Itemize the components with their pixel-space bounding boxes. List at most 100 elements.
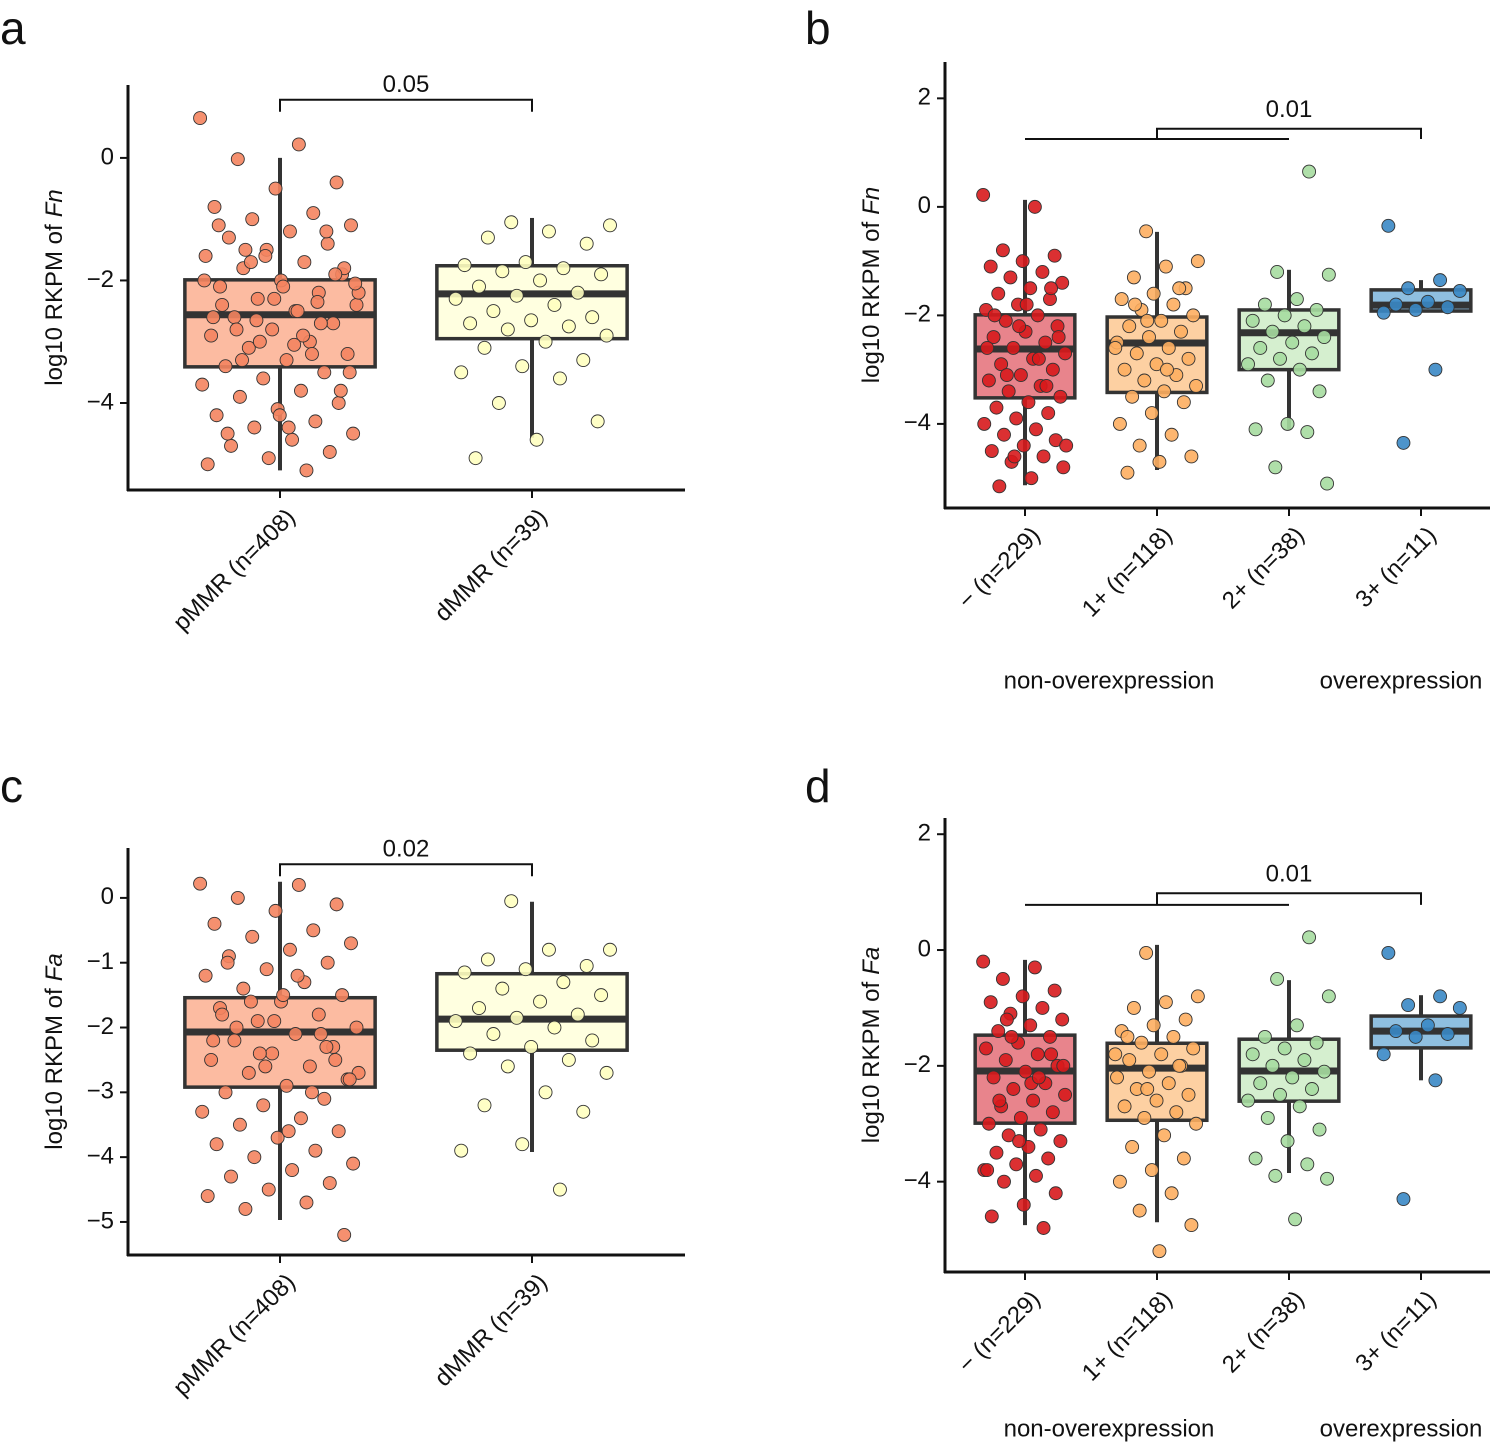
data-point <box>576 353 591 368</box>
data-point <box>249 313 264 328</box>
data-point <box>1120 465 1135 480</box>
data-point <box>556 261 571 276</box>
data-point <box>1055 275 1070 290</box>
data-point <box>1051 330 1066 345</box>
data-point <box>1043 1029 1057 1044</box>
data-point <box>268 181 283 196</box>
data-point <box>1317 330 1332 345</box>
data-point <box>1108 1047 1123 1062</box>
data-point <box>344 218 358 233</box>
data-point <box>331 396 346 410</box>
data-point <box>991 286 1006 301</box>
x-tick-label: 1+ (n=118) <box>1077 522 1178 623</box>
data-point <box>227 1033 242 1048</box>
data-point <box>333 383 348 398</box>
data-point <box>585 310 600 325</box>
data-point <box>1013 1111 1028 1125</box>
data-point <box>1112 1174 1127 1189</box>
y-axis-label-text: log10 RKPM of <box>858 221 885 383</box>
data-point <box>1381 218 1396 233</box>
data-point <box>198 968 213 983</box>
data-point <box>1292 1099 1307 1114</box>
data-point <box>279 353 294 368</box>
data-point <box>265 322 280 337</box>
data-point <box>524 1040 539 1054</box>
data-point <box>294 1111 308 1126</box>
y-tick-label: 0 <box>918 935 931 962</box>
data-point <box>232 1117 247 1132</box>
y-tick-label: −2 <box>87 266 114 293</box>
data-point <box>306 923 321 938</box>
data-point <box>261 1182 276 1197</box>
data-point <box>252 1046 267 1061</box>
y-tick-label: −2 <box>904 1051 931 1078</box>
data-point <box>349 1020 364 1035</box>
data-point <box>1396 435 1411 450</box>
data-point <box>349 298 364 312</box>
data-point <box>206 310 221 325</box>
data-point <box>272 408 287 423</box>
data-point <box>259 962 274 977</box>
data-point <box>1289 1018 1304 1033</box>
data-point <box>1154 1047 1169 1062</box>
data-point <box>1108 340 1123 355</box>
data-point <box>1452 284 1467 298</box>
data-point <box>594 267 609 282</box>
y-axis-label-italic: Fn <box>41 189 68 217</box>
data-point <box>979 1041 993 1056</box>
data-point <box>998 313 1013 328</box>
data-point <box>594 988 609 1003</box>
data-point <box>344 936 358 951</box>
data-point <box>1033 1122 1048 1137</box>
data-point <box>1245 1047 1260 1062</box>
data-point <box>283 224 297 239</box>
data-point <box>997 1174 1011 1189</box>
data-point <box>486 1027 501 1041</box>
data-point <box>213 279 227 294</box>
data-point <box>241 340 256 355</box>
data-point <box>1041 406 1056 420</box>
data-point <box>1428 1073 1443 1088</box>
data-point <box>1176 1151 1191 1166</box>
data-point <box>1289 292 1304 307</box>
data-point <box>1300 1157 1315 1172</box>
data-point <box>1158 259 1173 274</box>
data-point <box>1420 1018 1435 1033</box>
data-point <box>243 255 258 270</box>
x-tick-label: 3+ (n=11) <box>1350 522 1441 613</box>
data-point <box>290 968 305 983</box>
data-point <box>1312 384 1327 399</box>
panel-letter: b <box>805 2 831 54</box>
data-point <box>1120 1029 1135 1044</box>
data-point <box>311 1007 326 1022</box>
data-point <box>320 955 335 970</box>
data-point <box>1142 330 1156 345</box>
data-point <box>1142 1064 1156 1079</box>
data-point <box>221 230 236 245</box>
data-point <box>480 952 495 967</box>
x-tick-label: − (n=229) <box>953 522 1046 615</box>
data-point <box>1292 362 1307 377</box>
data-point <box>1178 1012 1193 1027</box>
y-axis-label-italic: Fa <box>41 953 68 981</box>
data-point <box>247 420 262 435</box>
data-point <box>195 377 210 392</box>
data-point <box>987 308 1002 323</box>
data-point <box>297 255 312 270</box>
data-point <box>1305 1082 1319 1096</box>
data-point <box>218 359 233 374</box>
data-point <box>1006 1082 1021 1096</box>
data-point <box>1110 1070 1124 1085</box>
x-tick-label: pMMR (n=408) <box>168 1269 301 1402</box>
data-point <box>283 942 297 957</box>
data-point <box>1273 351 1287 366</box>
data-point <box>322 445 337 459</box>
data-point <box>509 288 524 303</box>
data-point <box>1181 351 1196 366</box>
data-point <box>472 279 486 294</box>
data-point <box>230 152 245 167</box>
data-point <box>204 1052 219 1067</box>
bracket-label: 0.01 <box>1266 96 1313 123</box>
data-point <box>1030 1047 1045 1062</box>
data-point <box>495 981 510 996</box>
